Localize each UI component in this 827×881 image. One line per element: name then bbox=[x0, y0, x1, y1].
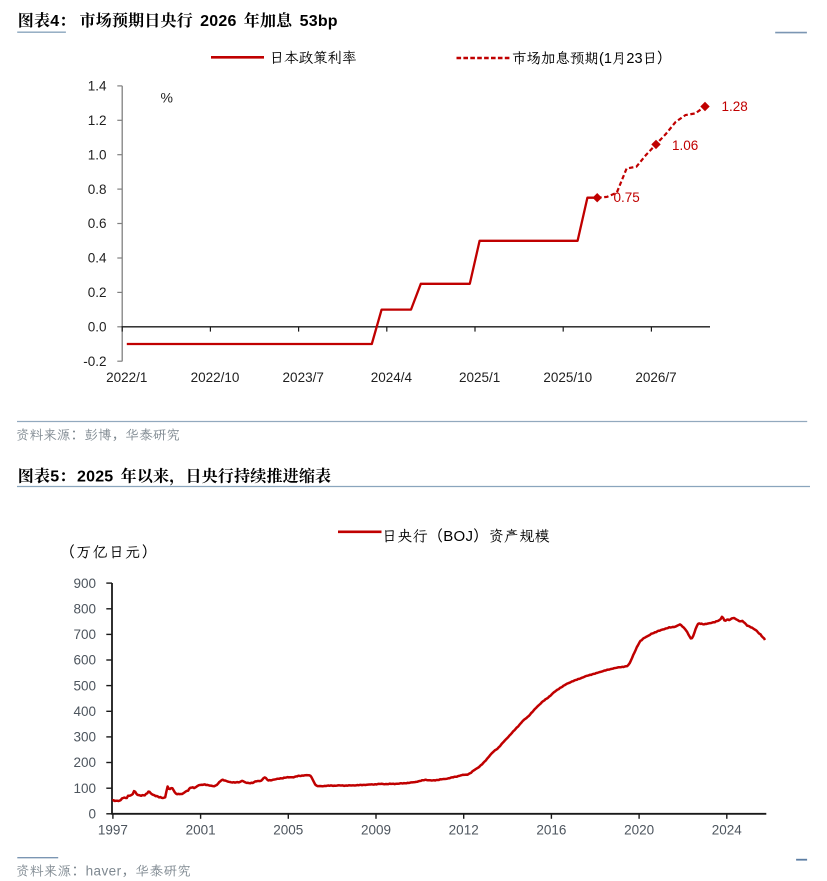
svg-text:资料来源：haver，华泰研究: 资料来源：haver，华泰研究 bbox=[16, 864, 192, 879]
svg-text:日本政策利率: 日本政策利率 bbox=[270, 50, 357, 66]
svg-text:2024/4: 2024/4 bbox=[371, 370, 413, 385]
svg-text:1.28: 1.28 bbox=[722, 99, 748, 114]
svg-text:%: % bbox=[161, 90, 173, 106]
svg-text:100: 100 bbox=[73, 781, 96, 796]
svg-text:0.2: 0.2 bbox=[88, 285, 107, 300]
svg-text:900: 900 bbox=[73, 576, 96, 591]
svg-text:0.0: 0.0 bbox=[88, 320, 107, 335]
svg-text:2016: 2016 bbox=[536, 822, 566, 837]
svg-text:2025/10: 2025/10 bbox=[543, 370, 592, 385]
svg-text:2025/1: 2025/1 bbox=[459, 370, 500, 385]
svg-text:1.4: 1.4 bbox=[88, 79, 107, 94]
svg-text:2022/10: 2022/10 bbox=[191, 370, 240, 385]
svg-text:300: 300 bbox=[73, 730, 96, 745]
svg-text:400: 400 bbox=[73, 704, 96, 719]
svg-text:-0.2: -0.2 bbox=[83, 354, 106, 369]
svg-text:图表4：: 图表4： bbox=[18, 11, 76, 30]
svg-text:市场预期日央行 2026 年加息 53bp: 市场预期日央行 2026 年加息 53bp bbox=[80, 11, 338, 30]
svg-text:2024: 2024 bbox=[712, 822, 743, 837]
svg-text:图表5：: 图表5： bbox=[18, 466, 76, 485]
svg-text:2005: 2005 bbox=[273, 822, 303, 837]
svg-text:0.4: 0.4 bbox=[88, 251, 107, 266]
svg-text:2026/7: 2026/7 bbox=[635, 370, 676, 385]
svg-text:市场加息预期(1月23日）: 市场加息预期(1月23日） bbox=[512, 50, 672, 67]
svg-text:200: 200 bbox=[73, 755, 96, 770]
svg-text:2009: 2009 bbox=[361, 822, 391, 837]
svg-text:2025 年以来，日央行持续推进缩表: 2025 年以来，日央行持续推进缩表 bbox=[77, 466, 331, 486]
svg-text:日央行（BOJ）资产规模: 日央行（BOJ）资产规模 bbox=[382, 528, 550, 545]
svg-text:1.2: 1.2 bbox=[88, 113, 107, 128]
svg-text:1997: 1997 bbox=[98, 822, 128, 837]
svg-text:2001: 2001 bbox=[186, 822, 216, 837]
svg-text:0: 0 bbox=[88, 807, 96, 822]
svg-text:0.6: 0.6 bbox=[88, 216, 107, 231]
svg-text:2012: 2012 bbox=[449, 822, 479, 837]
svg-text:1.06: 1.06 bbox=[672, 138, 698, 153]
svg-text:800: 800 bbox=[73, 602, 96, 617]
svg-text:资料来源：彭博，华泰研究: 资料来源：彭博，华泰研究 bbox=[16, 428, 180, 443]
svg-text:700: 700 bbox=[73, 627, 96, 642]
svg-text:（万亿日元）: （万亿日元） bbox=[60, 544, 158, 561]
svg-text:1.0: 1.0 bbox=[88, 147, 107, 162]
svg-text:0.75: 0.75 bbox=[614, 190, 640, 205]
svg-text:2022/1: 2022/1 bbox=[106, 370, 147, 385]
svg-text:600: 600 bbox=[73, 653, 96, 668]
svg-text:2023/7: 2023/7 bbox=[283, 370, 324, 385]
svg-text:0.8: 0.8 bbox=[88, 182, 107, 197]
svg-text:2020: 2020 bbox=[624, 822, 654, 837]
svg-text:500: 500 bbox=[73, 678, 96, 693]
